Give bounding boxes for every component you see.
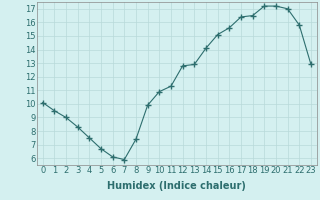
X-axis label: Humidex (Indice chaleur): Humidex (Indice chaleur) [108,181,246,191]
